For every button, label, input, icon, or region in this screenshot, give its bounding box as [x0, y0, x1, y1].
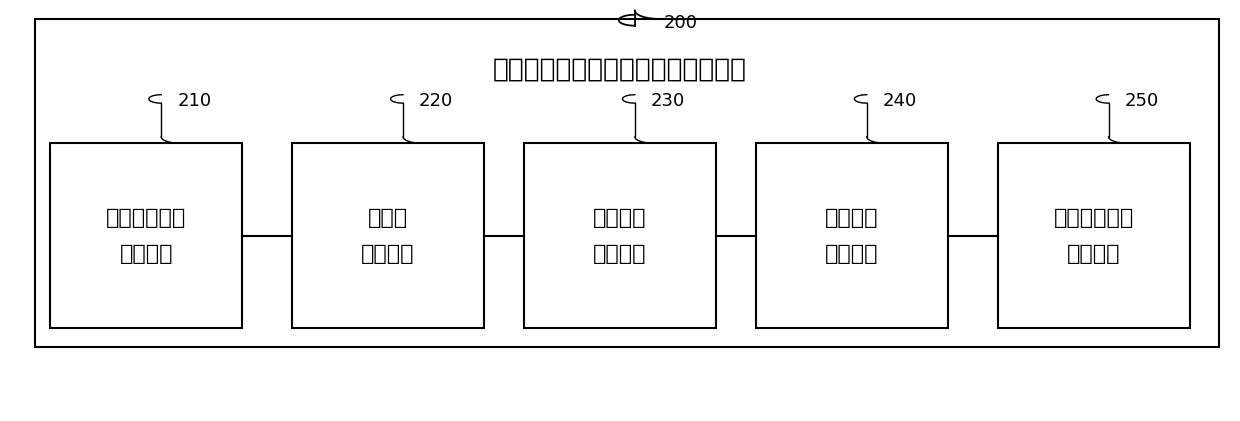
- Text: 240: 240: [883, 92, 918, 110]
- Text: 250: 250: [1125, 92, 1159, 110]
- Text: 测向模型
构建单元: 测向模型 构建单元: [593, 208, 647, 264]
- Bar: [293, 143, 484, 328]
- Text: 立体阵列初步
构建单元: 立体阵列初步 构建单元: [107, 208, 186, 264]
- Text: 220: 220: [419, 92, 454, 110]
- Bar: [756, 143, 949, 328]
- Bar: [997, 143, 1190, 328]
- Text: 测向误差
计算单元: 测向误差 计算单元: [825, 208, 879, 264]
- Text: 230: 230: [651, 92, 686, 110]
- Text: 210: 210: [177, 92, 212, 110]
- Text: 立体阵列最终
构建单元: 立体阵列最终 构建单元: [1054, 208, 1133, 264]
- Text: 200: 200: [663, 14, 697, 32]
- Bar: [50, 143, 243, 328]
- Text: 相位差
计算单元: 相位差 计算单元: [361, 208, 415, 264]
- Bar: [523, 143, 717, 328]
- Text: 一种构建四阵元立体测向阵列的装置: 一种构建四阵元立体测向阵列的装置: [494, 56, 746, 83]
- Bar: [35, 19, 1219, 347]
